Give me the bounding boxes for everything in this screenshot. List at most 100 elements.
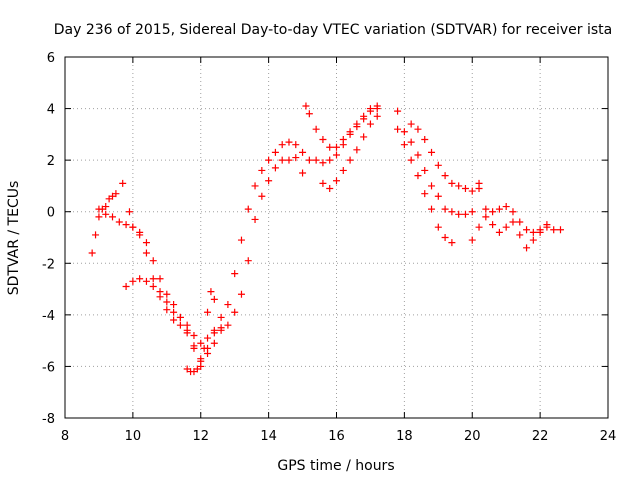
data-point [543,221,551,229]
data-point [142,239,150,247]
data-point [149,282,157,290]
x-tick-label: 24 [600,429,617,444]
data-point [285,138,293,146]
data-point [502,203,510,211]
data-point [339,136,347,144]
data-point [183,329,191,337]
data-point [292,141,300,149]
data-point [495,205,503,213]
series-track-h [394,125,456,247]
data-point [115,218,123,226]
data-point [299,148,307,156]
data-point [502,223,510,231]
data-point [550,226,558,234]
data-point [231,308,239,316]
data-point [353,120,361,128]
data-point [366,107,374,115]
data-point [210,339,218,347]
data-point [122,282,130,290]
data-point [475,185,483,193]
data-point [407,120,415,128]
data-point [237,290,245,298]
data-point [326,185,334,193]
data-point [204,308,212,316]
data-point [414,151,422,159]
data-point [170,316,178,324]
data-point [163,306,171,314]
data-point [149,275,157,283]
data-point [360,112,368,120]
data-point [346,128,354,136]
x-tick-label: 8 [61,429,69,444]
data-point [244,205,252,213]
data-point [305,156,313,164]
data-point [482,213,490,221]
data-point [400,128,408,136]
data-point [529,228,537,236]
data-point [125,208,133,216]
data-point [231,270,239,278]
data-point [516,218,524,226]
data-point [102,203,110,211]
data-point [475,223,483,231]
data-point [333,177,340,185]
data-point [529,236,537,244]
data-point [441,172,449,180]
data-point [129,223,137,231]
data-point [353,146,361,154]
y-tick-label: -8 [42,412,55,427]
data-point [265,177,273,185]
y-tick-label: 6 [47,51,55,66]
data-point [489,208,497,216]
data-point [407,138,415,146]
data-point [224,301,232,309]
data-point [434,192,442,200]
series-track-k [475,185,551,252]
data-point [258,192,266,200]
data-point [394,107,402,115]
data-point [271,148,279,156]
data-point [346,156,354,164]
data-point [556,226,564,234]
data-point [170,308,178,316]
data-point [197,357,205,365]
data-point [278,141,286,149]
data-point [373,112,381,120]
data-point [448,239,456,247]
data-point [523,244,531,252]
data-point [217,313,225,321]
data-point [421,166,429,174]
x-tick-label: 20 [464,429,481,444]
data-point [237,236,245,244]
data-point [95,213,103,221]
data-point [407,156,415,164]
data-point [292,154,300,162]
data-point [156,275,164,283]
x-tick-label: 14 [260,429,277,444]
x-tick-label: 10 [125,429,142,444]
data-point [183,321,191,329]
data-point [495,228,503,236]
data-point [319,159,327,167]
data-point [428,148,436,156]
data-point [414,172,422,180]
y-tick-label: -6 [42,360,55,375]
data-point [489,221,497,229]
data-point [190,342,198,350]
data-point [163,298,171,306]
data-point [204,334,212,342]
data-point [428,182,436,190]
chart-title: Day 236 of 2015, Sidereal Day-to-day VTE… [54,22,612,38]
data-point [193,365,201,373]
data-point [455,210,463,218]
x-tick-labels: 8 10 12 14 16 18 20 22 24 [61,429,616,444]
data-point [516,231,524,239]
data-point [88,249,96,257]
data-point [428,205,436,213]
data-point [312,125,320,133]
data-point [482,205,490,213]
data-point [142,249,150,257]
data-point [251,215,259,223]
data-point [102,210,110,218]
